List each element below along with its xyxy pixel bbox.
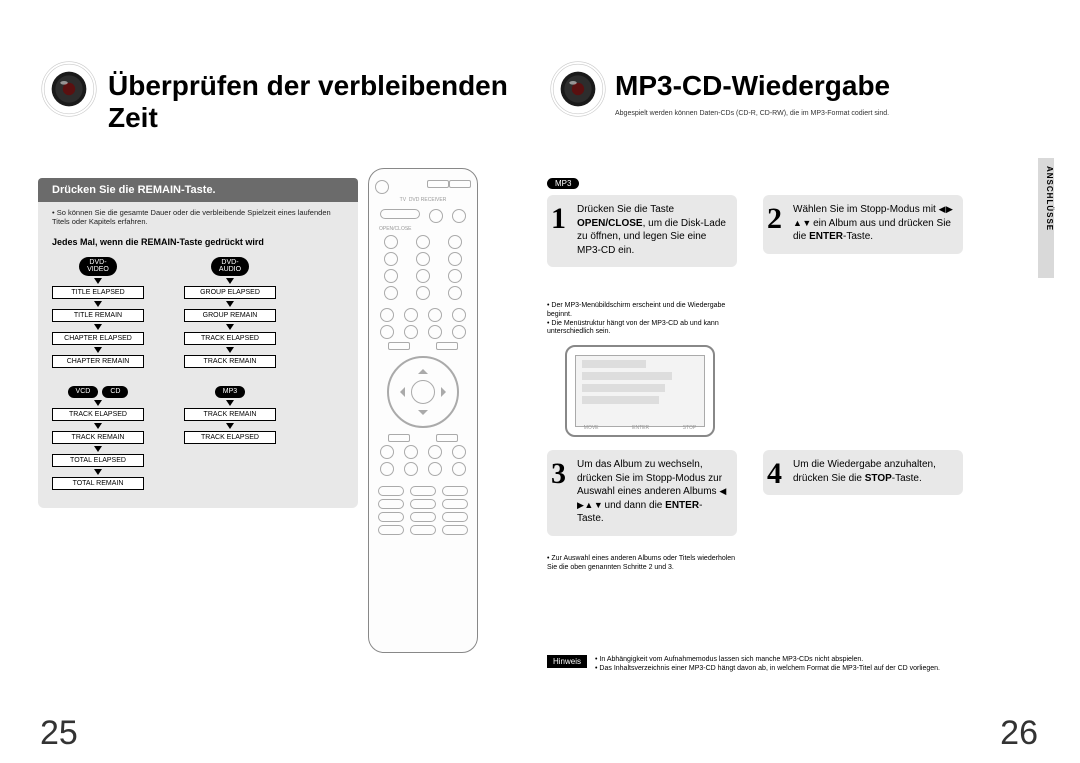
arrow-down-icon [226, 324, 234, 330]
arrow-down-icon [226, 423, 234, 429]
dpad-icon [387, 356, 459, 428]
arrow-down-icon [94, 301, 102, 307]
arrow-down-icon [226, 400, 234, 406]
arrow-down-icon [226, 347, 234, 353]
step-text: -Taste. [843, 231, 873, 242]
cd-pill: CD [102, 386, 128, 398]
dvd-video-pill: DVD- VIDEO [79, 257, 117, 276]
step-bold: STOP [865, 473, 892, 484]
state-box: GROUP REMAIN [184, 309, 276, 322]
state-box: CHAPTER REMAIN [52, 355, 144, 368]
step-bold: OPEN/CLOSE [577, 218, 643, 229]
tv-label: MOVE [584, 425, 599, 431]
step-2-card: 2 Wählen Sie im Stopp-Modus mit ◀ ▶ ▲ ▼ … [763, 195, 963, 254]
speaker-icon [547, 58, 609, 120]
step-4-card: 4 Um die Wiedergabe anzuhalten, drücken … [763, 450, 963, 495]
step-bold: ENTER [665, 500, 699, 511]
dvd-audio-pill: DVD- AUDIO [211, 257, 249, 276]
step-1-card: 1 Drücken Sie die Taste OPEN/CLOSE, um d… [547, 195, 737, 267]
state-box: TRACK REMAIN [184, 355, 276, 368]
dvd-video-column: DVD- VIDEO TITLE ELAPSED TITLE REMAIN CH… [52, 257, 144, 368]
step-number: 3 [551, 454, 566, 495]
page-title: Überprüfen der verbleibenden Zeit [108, 70, 525, 134]
state-box: TRACK ELAPSED [184, 332, 276, 345]
step-number: 1 [551, 199, 566, 240]
step-number: 2 [767, 199, 782, 240]
page-subtitle: Abgespielt werden können Daten-CDs (CD-R… [615, 110, 889, 117]
arrow-down-icon [94, 278, 102, 284]
note-text: Die Menüstruktur hängt von der MP3-CD ab… [547, 320, 719, 336]
tv-screen-graphic: MOVE ENTER STOP [565, 345, 715, 437]
mp3-pill: MP3 [215, 386, 245, 398]
step-3-note: • Zur Auswahl eines anderen Albums oder … [547, 555, 747, 573]
dvd-audio-column: DVD- AUDIO GROUP ELAPSED GROUP REMAIN TR… [184, 257, 276, 368]
page-number-left: 25 [40, 714, 78, 753]
mp3-column: MP3 TRACK REMAIN TRACK ELAPSED [184, 386, 276, 490]
step-3-card: 3 Um das Album zu wechseln, drücken Sie … [547, 450, 737, 536]
hint-line: Das Inhaltsverzeichnis einer MP3-CD häng… [595, 664, 940, 673]
diagram-row-2: VCD CD TRACK ELAPSED TRACK REMAIN TOTAL … [52, 386, 344, 508]
remote-control-graphic: TV DVD RECEIVER OPEN/CLOSE [368, 168, 478, 653]
panel-heading: Drücken Sie die REMAIN-Taste. [38, 178, 358, 202]
remain-panel: Drücken Sie die REMAIN-Taste. So können … [38, 178, 358, 508]
hint-badge: Hinweis [547, 655, 587, 668]
arrow-down-icon [94, 423, 102, 429]
state-box: TRACK ELAPSED [184, 431, 276, 444]
tv-label: ENTER [632, 425, 649, 431]
vcd-cd-column: VCD CD TRACK ELAPSED TRACK REMAIN TOTAL … [52, 386, 144, 490]
hint-row: Hinweis In Abhängigkeit vom Aufnahmemodu… [547, 655, 1020, 673]
state-box: TRACK REMAIN [52, 431, 144, 444]
step-text: und dann die [605, 500, 666, 511]
arrow-down-icon [226, 301, 234, 307]
panel-subheading: Jedes Mal, wenn die REMAIN-Taste gedrück… [52, 237, 344, 247]
arrow-down-icon [94, 469, 102, 475]
step-text: Drücken Sie die Taste [577, 204, 674, 215]
state-box: CHAPTER ELAPSED [52, 332, 144, 345]
arrow-down-icon [94, 324, 102, 330]
page-title: MP3-CD-Wiedergabe [615, 70, 890, 102]
step-text: -Taste. [892, 473, 922, 484]
arrow-down-icon [94, 400, 102, 406]
state-box: TRACK ELAPSED [52, 408, 144, 421]
state-box: TITLE REMAIN [52, 309, 144, 322]
vcd-pill: VCD [68, 386, 99, 398]
state-box: TOTAL REMAIN [52, 477, 144, 490]
state-box: GROUP ELAPSED [184, 286, 276, 299]
step-1-notes: • Der MP3-Menübildschirm erscheint und d… [547, 302, 747, 337]
step-bold: ENTER [809, 231, 843, 242]
page-spread: Überprüfen der verbleibenden Zeit Drücke… [0, 0, 1080, 723]
page-number-right: 26 [1000, 714, 1038, 753]
mp3-badge: MP3 [547, 178, 579, 189]
step-text: Um das Album zu wechseln, drücken Sie im… [577, 459, 722, 497]
arrow-down-icon [226, 278, 234, 284]
state-box: TOTAL ELAPSED [52, 454, 144, 467]
note-text: Zur Auswahl eines anderen Albums oder Ti… [547, 555, 735, 571]
state-box: TITLE ELAPSED [52, 286, 144, 299]
panel-note: So können Sie die gesamte Dauer oder die… [52, 208, 344, 227]
diagram-row-1: DVD- VIDEO TITLE ELAPSED TITLE REMAIN CH… [52, 257, 344, 386]
arrow-down-icon [94, 347, 102, 353]
side-tab: ANSCHLÜSSE [1038, 158, 1054, 278]
step-number: 4 [767, 454, 782, 495]
tv-label: STOP [683, 425, 697, 431]
page-26: MP3-CD-Wiedergabe Abgespielt werden könn… [555, 50, 1050, 723]
hint-text: In Abhängigkeit vom Aufnahmemodus lassen… [595, 655, 940, 673]
speaker-icon [38, 58, 100, 120]
page-25: Überprüfen der verbleibenden Zeit Drücke… [30, 50, 525, 723]
state-box: TRACK REMAIN [184, 408, 276, 421]
arrow-down-icon [94, 446, 102, 452]
hint-line: In Abhängigkeit vom Aufnahmemodus lassen… [595, 655, 940, 664]
note-text: Der MP3-Menübildschirm erscheint und die… [547, 302, 725, 318]
step-text: Wählen Sie im Stopp-Modus mit [793, 204, 939, 215]
